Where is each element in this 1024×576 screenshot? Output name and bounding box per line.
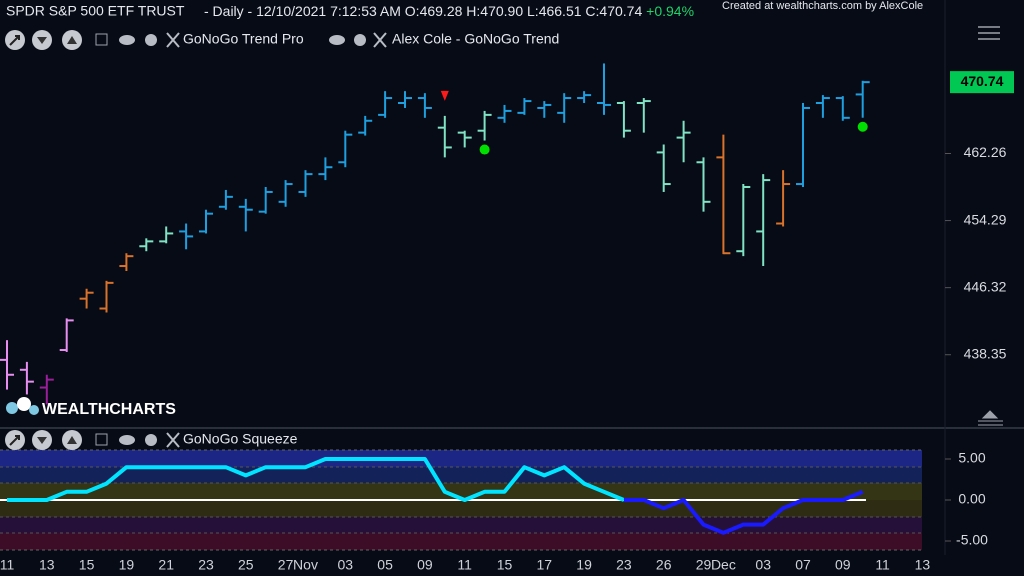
logo-icon (29, 405, 39, 415)
indicator-label: GoNoGo Squeeze (183, 431, 298, 447)
icon (9, 435, 20, 446)
price-box (950, 71, 1014, 94)
signal-triangle (440, 90, 449, 101)
x-tick-label: 27 (278, 557, 294, 573)
quote-value: 470.74 (599, 3, 642, 19)
icon (9, 35, 20, 46)
quote-key: L: (527, 3, 539, 19)
close-icon[interactable] (373, 32, 387, 48)
credit: Created at wealthcharts.com by AlexCole (722, 0, 923, 12)
y-tick-label: 5.00 (958, 450, 985, 466)
quote-key: H: (466, 3, 480, 19)
y-tick-label: 438.35 (964, 345, 1007, 361)
band (0, 483, 922, 500)
toolbar (5, 410, 1003, 450)
quote-value: 469.28 (420, 3, 463, 19)
plot: 438.35 446.32 454.29 462.26 470.74 5.00 0.00 -5… (0, 63, 1014, 573)
logo-text: WEALTHCHARTS (42, 401, 176, 418)
x-tick-label: 11 (875, 557, 890, 573)
gear-icon[interactable] (145, 434, 157, 446)
x-tick-label: 07 (795, 557, 811, 573)
icon (67, 36, 77, 44)
x-tick-label: 19 (576, 557, 592, 573)
x-tick-label: 13 (39, 557, 55, 573)
x-tick-label: 23 (616, 557, 632, 573)
change: +0.94% (646, 3, 694, 19)
indicator-label: Alex Cole - GoNoGo Trend (392, 31, 559, 47)
y-tick-label: 0.00 (958, 491, 985, 507)
quote-key: O: (405, 3, 420, 19)
x-tick-label: Dec (711, 557, 736, 573)
icon (37, 37, 47, 44)
credit-bg (716, 0, 936, 13)
y-tick-label: 462.26 (964, 144, 1007, 160)
band (0, 467, 922, 483)
x-tick-label: 11 (0, 557, 14, 573)
interval: - Daily - 12/10/2021 7:12:53 AM (204, 3, 401, 19)
gear-icon[interactable] (145, 34, 157, 46)
eye-icon[interactable] (119, 35, 135, 45)
band (0, 533, 922, 550)
icon (67, 436, 77, 444)
toolbar (5, 26, 1000, 50)
x-tick-label: 15 (497, 557, 513, 573)
quote-value: 466.51 (539, 3, 582, 19)
eye-icon[interactable] (119, 435, 135, 445)
x-tick-label: 09 (835, 557, 851, 573)
gear-icon[interactable] (354, 34, 366, 46)
price-label: 470.74 (961, 73, 1004, 89)
signal-dot (857, 121, 868, 132)
logo-icon (6, 402, 18, 414)
icon (37, 437, 47, 444)
x-tick-label: 19 (119, 557, 135, 573)
x-tick-label: 23 (198, 557, 214, 573)
y-tick-label: 446.32 (964, 278, 1007, 294)
x-tick-label: 11 (457, 557, 472, 573)
x-tick-label: 03 (755, 557, 771, 573)
squeeze-line (623, 489, 864, 535)
x-tick-label: 17 (537, 557, 553, 573)
panel-resize-icon[interactable] (978, 410, 1003, 426)
symbol: SPDR S&P 500 ETF TRUST (6, 3, 185, 19)
x-tick-label: 09 (417, 557, 433, 573)
logo (6, 397, 39, 415)
x-tick-label: 03 (338, 557, 354, 573)
logo-icon (17, 397, 31, 411)
x-tick-label: 25 (238, 557, 254, 573)
x-tick-label: 29 (696, 557, 712, 573)
collapse-icon[interactable] (95, 33, 108, 46)
quote-line: - Daily - 12/10/2021 7:12:53 AM O:469.28… (204, 3, 694, 19)
quote-value: 470.90 (480, 3, 523, 19)
x-tick-label: 21 (158, 557, 174, 573)
menu-icon[interactable] (978, 26, 1000, 40)
band (0, 517, 922, 533)
x-tick-label: 05 (377, 557, 393, 573)
eye-icon[interactable] (329, 35, 345, 45)
x-tick-label: Nov (293, 557, 318, 573)
y-tick-label: -5.00 (956, 532, 988, 548)
collapse-icon[interactable] (95, 433, 108, 446)
band (0, 450, 922, 467)
quote-key: C: (585, 3, 599, 19)
x-tick-label: 13 (915, 557, 931, 573)
close-icon[interactable] (166, 32, 180, 48)
close-icon[interactable] (166, 432, 180, 448)
signal-dot (479, 144, 490, 155)
squeeze-line (7, 456, 625, 502)
indicator-label: GoNoGo Trend Pro (183, 31, 304, 47)
x-tick-label: 26 (656, 557, 672, 573)
x-tick-label: 15 (79, 557, 95, 573)
y-tick-label: 454.29 (964, 211, 1007, 227)
